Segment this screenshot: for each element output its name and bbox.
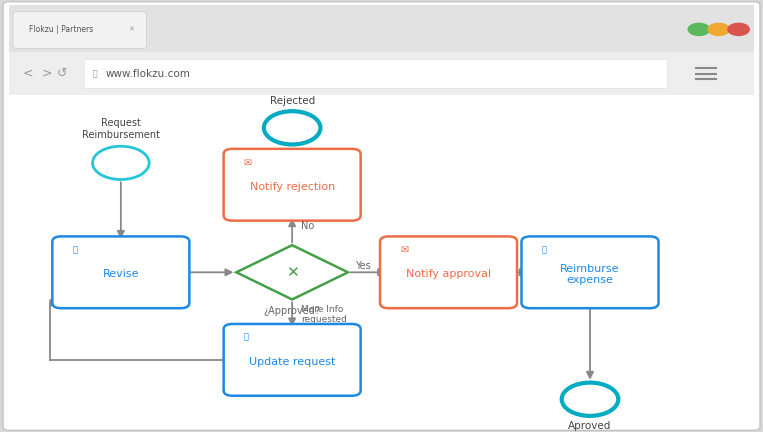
Circle shape (92, 146, 149, 180)
Text: ✕: ✕ (128, 26, 134, 32)
Circle shape (264, 111, 320, 144)
FancyBboxPatch shape (224, 324, 361, 396)
FancyBboxPatch shape (53, 236, 189, 308)
Circle shape (562, 383, 618, 416)
Text: Flokzu | Partners: Flokzu | Partners (29, 25, 93, 34)
FancyBboxPatch shape (224, 149, 361, 221)
Text: www.flokzu.com: www.flokzu.com (105, 69, 190, 79)
Text: ¿Approved?: ¿Approved? (264, 306, 320, 316)
FancyBboxPatch shape (380, 236, 517, 308)
Text: Yes: Yes (356, 261, 371, 271)
Text: Update request: Update request (249, 357, 335, 367)
Text: 🌐: 🌐 (93, 70, 98, 78)
Text: ↺: ↺ (57, 67, 68, 80)
Text: Notify rejection: Notify rejection (250, 182, 335, 192)
Text: <: < (23, 67, 34, 80)
Text: No: No (301, 221, 314, 231)
Polygon shape (237, 245, 348, 299)
Text: 👤: 👤 (542, 245, 546, 254)
Text: Aproved: Aproved (568, 421, 612, 431)
Text: ✉: ✉ (400, 245, 408, 255)
Text: ✉: ✉ (243, 158, 252, 168)
Text: More Info
requested: More Info requested (301, 305, 347, 324)
Text: 👤: 👤 (243, 333, 249, 342)
Text: Rejected: Rejected (269, 96, 315, 106)
Text: >: > (42, 67, 53, 80)
Text: Revise: Revise (102, 270, 139, 280)
FancyBboxPatch shape (521, 236, 658, 308)
Text: Request
Reimbursement: Request Reimbursement (82, 118, 160, 140)
Text: Reimburse
expense: Reimburse expense (560, 264, 620, 285)
Text: Notify approval: Notify approval (406, 270, 491, 280)
Text: 👤: 👤 (72, 245, 78, 254)
Text: ✕: ✕ (286, 265, 298, 280)
